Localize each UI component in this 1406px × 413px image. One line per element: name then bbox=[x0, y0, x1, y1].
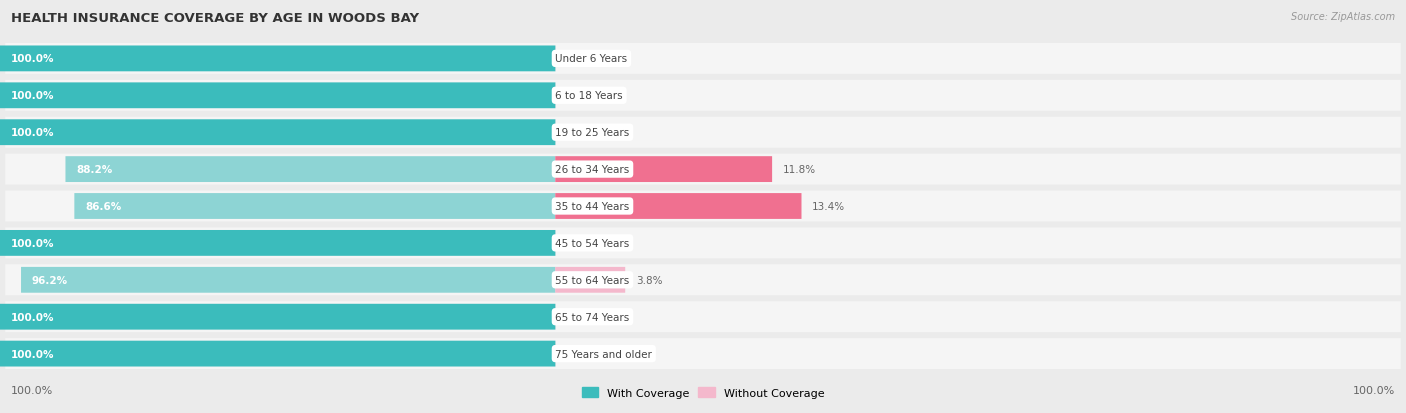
FancyBboxPatch shape bbox=[0, 230, 555, 256]
Text: 6 to 18 Years: 6 to 18 Years bbox=[555, 91, 623, 101]
Text: 0.0%: 0.0% bbox=[565, 91, 592, 101]
Text: 100.0%: 100.0% bbox=[11, 385, 53, 395]
FancyBboxPatch shape bbox=[555, 194, 801, 219]
Text: HEALTH INSURANCE COVERAGE BY AGE IN WOODS BAY: HEALTH INSURANCE COVERAGE BY AGE IN WOOD… bbox=[11, 12, 419, 25]
Text: 0.0%: 0.0% bbox=[565, 312, 592, 322]
Text: 100.0%: 100.0% bbox=[11, 128, 53, 138]
FancyBboxPatch shape bbox=[6, 191, 1400, 222]
FancyBboxPatch shape bbox=[555, 267, 626, 293]
FancyBboxPatch shape bbox=[6, 44, 1400, 75]
Text: 13.4%: 13.4% bbox=[813, 202, 845, 211]
FancyBboxPatch shape bbox=[0, 341, 555, 367]
FancyBboxPatch shape bbox=[66, 157, 555, 183]
Text: 11.8%: 11.8% bbox=[783, 165, 815, 175]
Legend: With Coverage, Without Coverage: With Coverage, Without Coverage bbox=[576, 382, 830, 402]
Text: 0.0%: 0.0% bbox=[565, 349, 592, 359]
Text: 19 to 25 Years: 19 to 25 Years bbox=[555, 128, 630, 138]
Text: 100.0%: 100.0% bbox=[11, 91, 53, 101]
Text: 96.2%: 96.2% bbox=[32, 275, 67, 285]
FancyBboxPatch shape bbox=[0, 46, 555, 72]
FancyBboxPatch shape bbox=[6, 338, 1400, 369]
FancyBboxPatch shape bbox=[75, 194, 555, 219]
FancyBboxPatch shape bbox=[0, 120, 555, 146]
FancyBboxPatch shape bbox=[21, 267, 555, 293]
FancyBboxPatch shape bbox=[555, 157, 772, 183]
Text: 65 to 74 Years: 65 to 74 Years bbox=[555, 312, 630, 322]
Text: Under 6 Years: Under 6 Years bbox=[555, 54, 627, 64]
Text: 100.0%: 100.0% bbox=[11, 312, 53, 322]
FancyBboxPatch shape bbox=[0, 83, 555, 109]
FancyBboxPatch shape bbox=[6, 154, 1400, 185]
Text: 0.0%: 0.0% bbox=[565, 128, 592, 138]
Text: 100.0%: 100.0% bbox=[1353, 385, 1395, 395]
Text: 86.6%: 86.6% bbox=[84, 202, 121, 211]
FancyBboxPatch shape bbox=[6, 81, 1400, 112]
Text: 100.0%: 100.0% bbox=[11, 54, 53, 64]
Text: 100.0%: 100.0% bbox=[11, 238, 53, 248]
Text: 0.0%: 0.0% bbox=[565, 54, 592, 64]
FancyBboxPatch shape bbox=[6, 228, 1400, 259]
Text: 88.2%: 88.2% bbox=[76, 165, 112, 175]
Text: 75 Years and older: 75 Years and older bbox=[555, 349, 652, 359]
Text: 26 to 34 Years: 26 to 34 Years bbox=[555, 165, 630, 175]
FancyBboxPatch shape bbox=[0, 304, 555, 330]
Text: 100.0%: 100.0% bbox=[11, 349, 53, 359]
FancyBboxPatch shape bbox=[6, 265, 1400, 296]
Text: 3.8%: 3.8% bbox=[636, 275, 662, 285]
Text: 35 to 44 Years: 35 to 44 Years bbox=[555, 202, 630, 211]
Text: 45 to 54 Years: 45 to 54 Years bbox=[555, 238, 630, 248]
FancyBboxPatch shape bbox=[6, 301, 1400, 332]
Text: Source: ZipAtlas.com: Source: ZipAtlas.com bbox=[1291, 12, 1395, 22]
FancyBboxPatch shape bbox=[6, 117, 1400, 148]
Text: 55 to 64 Years: 55 to 64 Years bbox=[555, 275, 630, 285]
Text: 0.0%: 0.0% bbox=[565, 238, 592, 248]
